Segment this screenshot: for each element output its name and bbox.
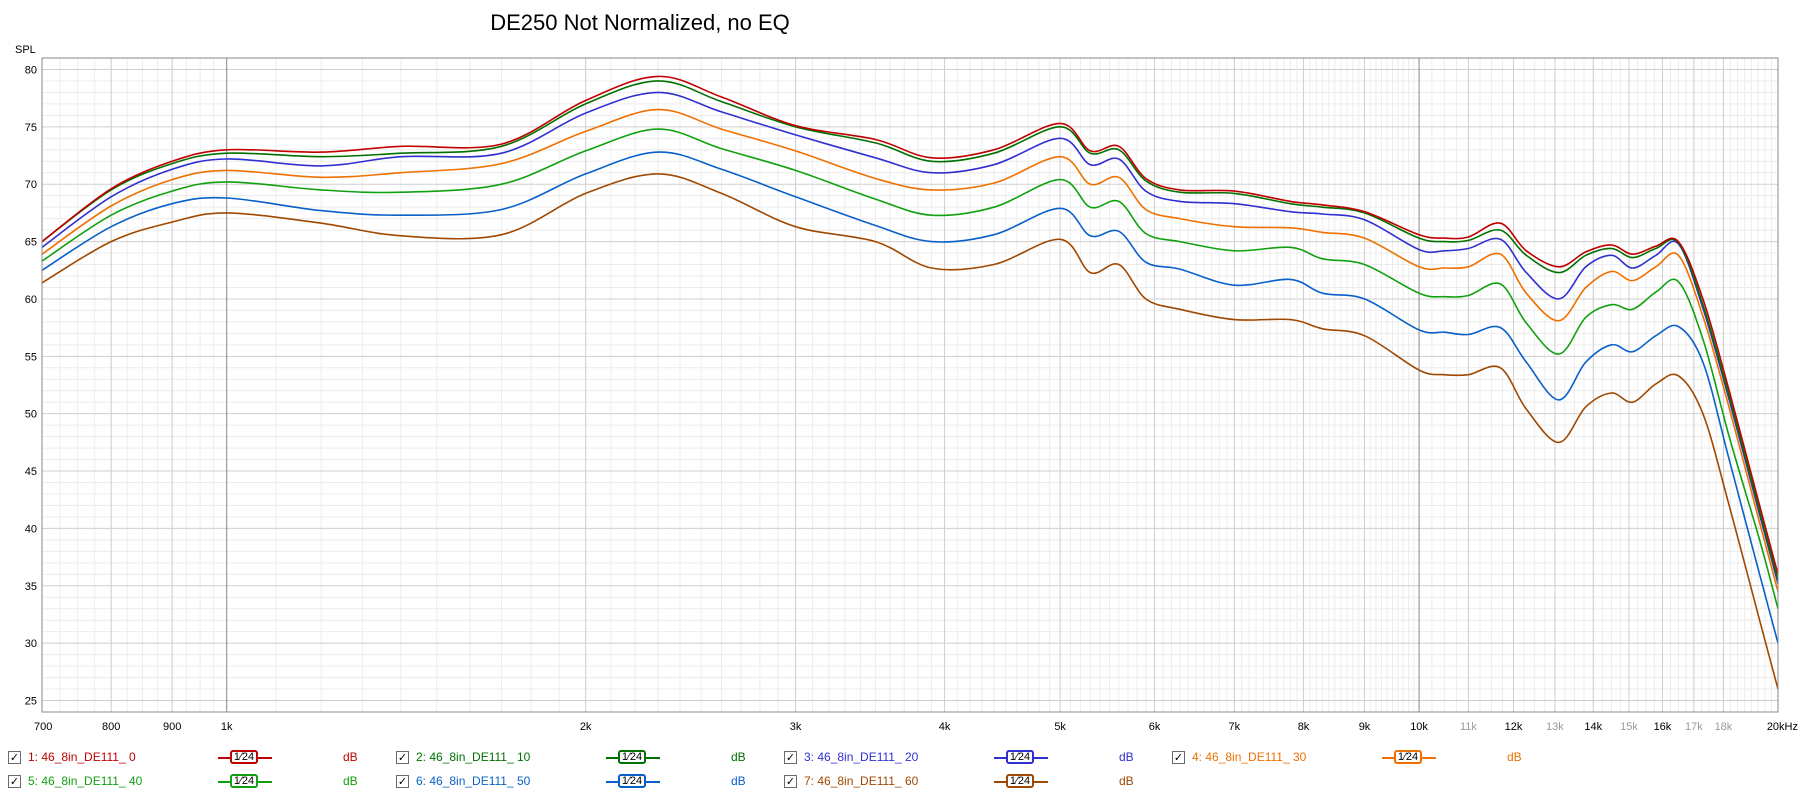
series-line-6 <box>41 151 1779 644</box>
legend-entry-7: ✓ 7: 46_8in_DE111_ 60 1⁄24 dB <box>784 772 1164 792</box>
series-line-5 <box>41 128 1779 609</box>
legend-unit-label: dB <box>343 750 358 764</box>
x-tick-label: 2k <box>580 721 592 733</box>
smoothing-value: 1⁄24 <box>1006 750 1034 764</box>
series-visibility-checkbox[interactable]: ✓ <box>1172 751 1185 764</box>
y-tick-label: 60 <box>25 294 37 306</box>
smoothing-selector[interactable]: 1⁄24 <box>994 748 1048 766</box>
series-line-7 <box>41 173 1779 690</box>
x-tick-label: 12k <box>1505 721 1523 733</box>
legend-unit-label: dB <box>1119 750 1134 764</box>
legend-entry-6: ✓ 6: 46_8in_DE111_ 50 1⁄24 dB <box>396 772 776 792</box>
smoothing-value: 1⁄24 <box>1394 750 1422 764</box>
legend-series-name: 7: 46_8in_DE111_ 60 <box>804 774 919 788</box>
legend-unit-label: dB <box>343 774 358 788</box>
series-visibility-checkbox[interactable]: ✓ <box>784 751 797 764</box>
legend-row: ✓ 1: 46_8in_DE111_ 0 1⁄24 dB ✓ 2: 46_8in_DE11… <box>0 748 1800 768</box>
y-tick-label: 55 <box>25 351 37 363</box>
smoothing-selector[interactable]: 1⁄24 <box>606 772 660 790</box>
legend-entry-1: ✓ 1: 46_8in_DE111_ 0 1⁄24 dB <box>8 748 388 768</box>
x-tick-label: 900 <box>163 721 181 733</box>
legend-row: ✓ 5: 46_8in_DE111_ 40 1⁄24 dB ✓ 6: 46_8in_DE1… <box>0 772 1800 792</box>
x-tick-label: 6k <box>1149 721 1161 733</box>
x-tick-label: 15k <box>1620 721 1638 733</box>
x-tick-label: 800 <box>102 721 120 733</box>
legend-unit-label: dB <box>1507 750 1522 764</box>
x-tick-label: 18k <box>1715 721 1733 733</box>
x-tick-label: 20kHz <box>1767 721 1798 733</box>
x-tick-label: 1k <box>221 721 233 733</box>
legend-series-name: 4: 46_8in_DE111_ 30 <box>1192 750 1307 764</box>
legend-series-name: 3: 46_8in_DE111_ 20 <box>804 750 919 764</box>
x-tick-label: 14k <box>1584 721 1602 733</box>
x-tick-label: 13k <box>1546 721 1564 733</box>
x-tick-label: 17k <box>1685 721 1703 733</box>
y-tick-label: 25 <box>25 696 37 708</box>
y-tick-label: 30 <box>25 638 37 650</box>
smoothing-value: 1⁄24 <box>230 750 258 764</box>
series-line-2 <box>41 80 1779 581</box>
x-tick-label: 8k <box>1298 721 1310 733</box>
series-visibility-checkbox[interactable]: ✓ <box>784 775 797 788</box>
series-visibility-checkbox[interactable]: ✓ <box>396 775 409 788</box>
series-visibility-checkbox[interactable]: ✓ <box>396 751 409 764</box>
y-tick-label: 80 <box>25 64 37 76</box>
x-tick-label: 5k <box>1054 721 1066 733</box>
series-visibility-checkbox[interactable]: ✓ <box>8 775 21 788</box>
y-axis-label: SPL <box>15 44 36 56</box>
x-tick-label: 7k <box>1229 721 1241 733</box>
y-tick-label: 35 <box>25 581 37 593</box>
x-tick-label: 10k <box>1410 721 1428 733</box>
x-tick-label: 11k <box>1460 721 1477 733</box>
smoothing-value: 1⁄24 <box>618 774 646 788</box>
smoothing-value: 1⁄24 <box>618 750 646 764</box>
y-tick-label: 50 <box>25 409 37 421</box>
smoothing-selector[interactable]: 1⁄24 <box>606 748 660 766</box>
chart-title: DE250 Not Normalized, no EQ <box>490 10 790 35</box>
series-line-4 <box>41 108 1779 592</box>
plot-background <box>42 58 1778 712</box>
x-tick-label: 16k <box>1654 721 1672 733</box>
y-tick-label: 65 <box>25 237 37 249</box>
plot-area: 25 30 35 40 45 50 55 60 65 70 75 80 700 800 900 1k 2k 3k 4… <box>25 57 1798 733</box>
legend-series-name: 1: 46_8in_DE111_ 0 <box>28 750 136 764</box>
legend-series-name: 6: 46_8in_DE111_ 50 <box>416 774 531 788</box>
smoothing-value: 1⁄24 <box>1006 774 1034 788</box>
legend-series-name: 5: 46_8in_DE111_ 40 <box>28 774 143 788</box>
smoothing-value: 1⁄24 <box>230 774 258 788</box>
legend-entry-2: ✓ 2: 46_8in_DE111_ 10 1⁄24 dB <box>396 748 776 768</box>
smoothing-selector[interactable]: 1⁄24 <box>994 772 1048 790</box>
legend-entry-4: ✓ 4: 46_8in_DE111_ 30 1⁄24 dB <box>1172 748 1552 768</box>
x-tick-label: 700 <box>34 721 52 733</box>
x-tick-label: 9k <box>1359 721 1371 733</box>
series-line-1 <box>41 75 1779 575</box>
legend-entry-3: ✓ 3: 46_8in_DE111_ 20 1⁄24 dB <box>784 748 1164 768</box>
x-tick-label: 4k <box>939 721 951 733</box>
y-tick-label: 40 <box>25 523 37 535</box>
legend-unit-label: dB <box>731 750 746 764</box>
series-visibility-checkbox[interactable]: ✓ <box>8 751 21 764</box>
legend-entry-5: ✓ 5: 46_8in_DE111_ 40 1⁄24 dB <box>8 772 388 792</box>
y-tick-label: 45 <box>25 466 37 478</box>
x-tick-label: 3k <box>790 721 802 733</box>
smoothing-selector[interactable]: 1⁄24 <box>1382 748 1436 766</box>
y-tick-label: 75 <box>25 122 37 134</box>
series-line-3 <box>41 91 1779 584</box>
smoothing-selector[interactable]: 1⁄24 <box>218 772 272 790</box>
plot-frame <box>41 57 1779 713</box>
legend-unit-label: dB <box>731 774 746 788</box>
smoothing-selector[interactable]: 1⁄24 <box>218 748 272 766</box>
legend-series-name: 2: 46_8in_DE111_ 10 <box>416 750 531 764</box>
legend-unit-label: dB <box>1119 774 1134 788</box>
y-tick-label: 70 <box>25 179 37 191</box>
